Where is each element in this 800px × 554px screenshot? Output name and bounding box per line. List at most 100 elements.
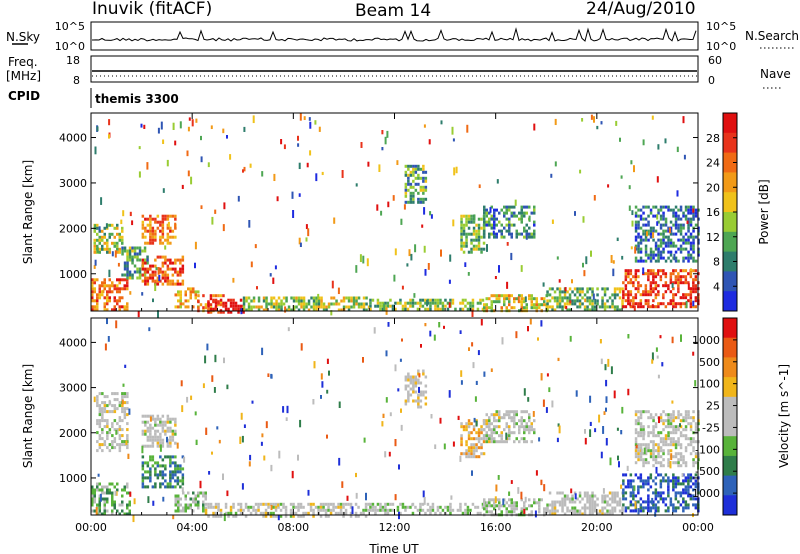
heatmap-cell xyxy=(91,278,94,282)
heatmap-cell xyxy=(485,211,488,215)
heatmap-cell xyxy=(429,307,432,311)
heatmap-cell xyxy=(146,267,150,271)
heatmap-cell xyxy=(179,467,182,471)
heatmap-cell xyxy=(159,441,162,445)
heatmap-cell xyxy=(410,253,413,261)
heatmap-cell xyxy=(667,256,670,260)
heatmap-cell xyxy=(657,271,660,276)
heatmap-cell xyxy=(157,267,160,275)
heatmap-cell xyxy=(629,302,632,307)
heatmap-cell xyxy=(493,425,496,429)
heatmap-cell xyxy=(508,226,511,230)
heatmap-cell xyxy=(121,238,124,242)
heatmap-cell xyxy=(651,115,654,120)
heatmap-cell xyxy=(128,249,132,253)
heatmap-cell xyxy=(327,502,330,506)
heatmap-cell xyxy=(212,307,215,311)
heatmap-cell xyxy=(184,305,187,309)
heatmap-cell xyxy=(126,407,129,411)
heatmap-cell xyxy=(520,303,523,307)
heatmap-cell xyxy=(194,290,197,294)
heatmap-cell xyxy=(578,494,582,498)
heatmap-cell xyxy=(141,445,144,454)
heatmap-cell xyxy=(652,290,655,294)
heatmap-cell xyxy=(314,505,318,509)
heatmap-cell xyxy=(472,428,476,432)
heatmap-cell xyxy=(154,423,157,427)
heatmap-cell xyxy=(674,446,678,450)
heatmap-cell xyxy=(126,261,129,265)
heatmap-cell xyxy=(687,283,690,290)
heatmap-cell xyxy=(694,211,698,215)
heatmap-cell xyxy=(634,461,638,465)
heatmap-cell xyxy=(219,508,223,512)
heatmap-cell xyxy=(611,500,614,504)
heatmap-cell xyxy=(200,156,203,163)
heatmap-cell xyxy=(384,511,387,515)
heatmap-cell xyxy=(557,357,560,362)
heatmap-cell xyxy=(627,302,630,306)
heatmap-cell xyxy=(422,191,425,195)
heatmap-cell xyxy=(197,500,200,504)
heatmap-cell xyxy=(414,244,417,253)
heatmap-cell xyxy=(672,223,675,227)
heatmap-cell xyxy=(161,270,165,274)
power-panel-region-3 xyxy=(141,255,185,286)
heatmap-cell xyxy=(118,449,122,453)
heatmap-cell xyxy=(508,410,511,414)
heatmap-cell xyxy=(639,410,643,414)
heatmap-cell xyxy=(639,256,643,260)
heatmap-cell xyxy=(488,235,491,239)
heatmap-cell xyxy=(659,250,663,254)
heatmap-cell xyxy=(98,287,101,291)
heatmap-cell xyxy=(297,143,300,147)
heatmap-cell xyxy=(187,126,190,132)
heatmap-cell xyxy=(689,425,693,429)
heatmap-cell xyxy=(634,302,638,306)
heatmap-cell xyxy=(523,235,526,239)
heatmap-cell xyxy=(503,440,506,444)
heatmap-cell xyxy=(123,407,127,411)
heatmap-cell xyxy=(424,307,427,311)
heatmap-cell xyxy=(378,164,381,172)
heatmap-cell xyxy=(166,455,170,459)
heatmap-cell xyxy=(467,232,471,236)
heatmap-cell xyxy=(299,502,303,506)
heatmap-cell xyxy=(576,290,579,294)
heatmap-cell xyxy=(679,275,683,279)
heatmap-cell xyxy=(191,119,194,127)
heatmap-cell xyxy=(682,223,685,227)
heatmap-cell xyxy=(126,252,129,256)
heatmap-cell xyxy=(677,278,680,282)
heatmap-cell xyxy=(174,441,177,445)
heatmap-cell xyxy=(131,246,134,250)
heatmap-cell xyxy=(161,229,165,233)
heatmap-cell xyxy=(603,494,607,498)
heatmap-cell xyxy=(280,305,283,309)
heatmap-cell xyxy=(465,238,468,242)
heatmap-cell xyxy=(503,300,506,304)
heatmap-cell xyxy=(672,506,675,510)
heatmap-cell xyxy=(369,505,372,509)
heatmap-cell xyxy=(689,476,693,480)
heatmap-cell xyxy=(477,223,481,227)
heatmap-cell xyxy=(497,475,500,480)
heatmap-cell xyxy=(659,226,663,230)
colorbar-tick-label: 100 xyxy=(699,378,720,391)
heatmap-cell xyxy=(247,308,251,312)
heatmap-cell xyxy=(151,279,155,283)
heatmap-cell xyxy=(171,417,175,421)
heatmap-cell xyxy=(664,305,668,309)
heatmap-cell xyxy=(533,208,536,212)
colorbar-segment xyxy=(723,192,737,213)
heatmap-cell xyxy=(637,302,640,306)
heatmap-cell xyxy=(566,494,569,498)
heatmap-cell xyxy=(694,506,698,510)
heatmap-cell xyxy=(687,437,690,441)
heatmap-cell xyxy=(419,390,423,394)
heatmap-cell xyxy=(118,308,121,312)
heatmap-cell xyxy=(520,217,523,221)
heatmap-cell xyxy=(596,125,599,130)
heatmap-cell xyxy=(644,284,648,288)
heatmap-cell xyxy=(667,443,670,447)
